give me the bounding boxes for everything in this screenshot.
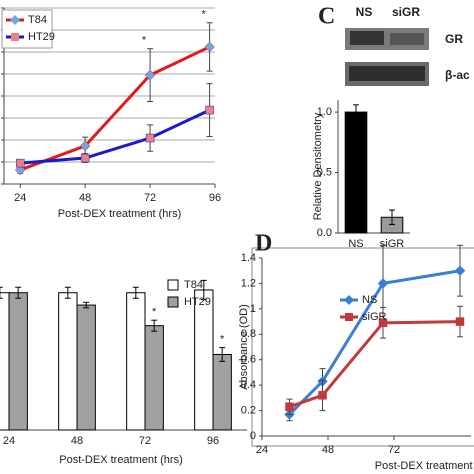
y-tick-label: 0.2: [241, 404, 256, 416]
bar: [0, 292, 10, 431]
marker: [204, 41, 215, 53]
significance: *: [201, 9, 206, 21]
y-tick-label: 0.6: [241, 354, 256, 366]
panel-label: C: [318, 4, 335, 30]
x-tick-label: 48: [79, 192, 91, 204]
legend-label: T84: [28, 14, 47, 26]
legend-label: HT29: [28, 31, 55, 43]
bar: [8, 292, 28, 431]
y-axis-label: Relative Densitometry: [312, 112, 324, 220]
legend-swatch: [167, 296, 179, 308]
bar: [194, 289, 214, 431]
y-tick-label: 0.0: [317, 227, 332, 239]
y-tick-label: 1.4: [241, 252, 256, 264]
marker: [205, 105, 214, 115]
x-axis-label: Post-DEX treatment (hrs): [59, 454, 182, 466]
blot-band: [390, 33, 424, 45]
bar: [58, 292, 78, 431]
y-tick-label: 0.8: [241, 328, 256, 340]
bar: [144, 325, 164, 431]
band-label: GR: [445, 32, 463, 46]
x-tick-label: 72: [139, 435, 151, 447]
y-tick-label: 0: [250, 430, 256, 442]
legend-marker: [11, 33, 19, 41]
blot-band: [349, 66, 425, 81]
x-tick-label: 48: [71, 435, 83, 447]
legend-marker: [10, 15, 20, 25]
marker: [378, 318, 388, 328]
marker: [15, 158, 25, 168]
series-line: [288, 269, 461, 416]
bar: [126, 292, 146, 431]
x-tick-label: 24: [14, 192, 26, 204]
blot-band: [350, 31, 384, 45]
marker: [455, 317, 465, 326]
x-tick-label: siGR: [380, 238, 405, 250]
lane-label: siGR: [392, 5, 420, 19]
marker: [377, 278, 389, 289]
lane-label: NS: [356, 5, 373, 19]
significance: *: [142, 35, 147, 47]
band-label: β-ac: [445, 68, 470, 82]
legend-box: [1, 9, 53, 49]
marker: [14, 164, 26, 176]
x-tick-label: 48: [322, 444, 334, 456]
y-tick-label: 0.4: [241, 379, 256, 391]
y-tick-label: 1.0: [317, 106, 332, 118]
panel-label: D: [255, 231, 272, 257]
x-tick-label: 72: [388, 444, 400, 456]
marker: [79, 140, 91, 152]
x-tick-label: 72: [144, 192, 156, 204]
bar: [344, 111, 368, 234]
significance: *: [152, 306, 157, 318]
x-tick-label: 24: [3, 435, 15, 447]
legend-label: NS: [362, 294, 377, 306]
legend-marker: [344, 295, 354, 305]
y-tick-label: 1.2: [241, 277, 256, 289]
marker: [144, 69, 156, 81]
x-tick-label: 96: [209, 192, 221, 204]
marker: [454, 265, 466, 277]
legend-label: siGR: [362, 311, 387, 323]
series-line: [20, 108, 211, 165]
marker: [145, 133, 155, 143]
x-axis-label: Post-DEX treatment (hrs): [375, 460, 474, 472]
series-line: [19, 45, 211, 172]
legend-swatch: [167, 279, 179, 291]
bar: [212, 354, 232, 431]
marker: [318, 391, 327, 400]
y-tick-label: 0.5: [317, 166, 332, 178]
plot-frame: [251, 247, 474, 447]
marker: [80, 153, 90, 163]
bar: [76, 304, 96, 431]
significance: *: [220, 334, 225, 346]
legend-marker: [345, 313, 353, 321]
marker: [285, 402, 294, 412]
x-tick-label: NS: [348, 238, 363, 250]
y-tick-label: 1: [250, 303, 256, 315]
y-axis-label: Absorbance (OD): [238, 304, 250, 390]
x-tick-label: 24: [256, 444, 268, 456]
legend-label: T84: [184, 279, 203, 291]
legend-label: HT29: [184, 296, 211, 308]
x-tick-label: 96: [207, 435, 219, 447]
series-line: [289, 320, 461, 409]
x-axis-label: Post-DEX treatment (hrs): [58, 208, 181, 220]
